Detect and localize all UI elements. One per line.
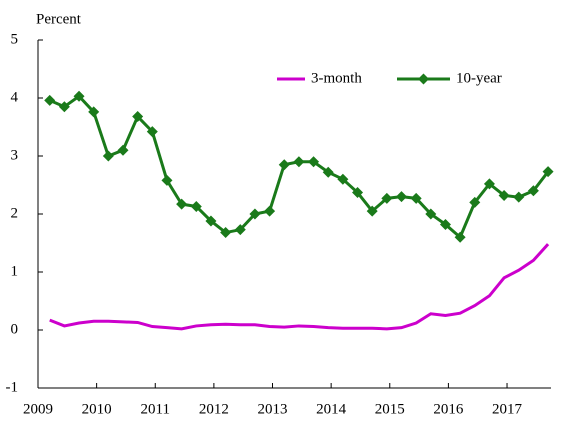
point	[278, 159, 290, 171]
point	[337, 173, 349, 185]
point	[469, 196, 481, 208]
point	[322, 166, 334, 178]
point	[308, 156, 320, 168]
x-tick-label: 2014	[316, 401, 347, 417]
point	[73, 90, 85, 102]
x-tick-label: 2013	[258, 401, 288, 417]
point	[513, 191, 525, 203]
legend-label: 3-month	[311, 70, 362, 86]
point	[264, 205, 276, 217]
x-tick-label: 2017	[492, 401, 523, 417]
y-tick-label: 0	[11, 321, 19, 337]
y-tick-label: -1	[6, 379, 19, 395]
point	[117, 144, 129, 156]
y-axis-label: Percent	[36, 11, 82, 27]
point	[102, 150, 114, 162]
line	[49, 243, 550, 331]
y-tick-label: 5	[11, 31, 19, 47]
point	[527, 185, 539, 197]
point	[58, 101, 70, 113]
y-tick-label: 3	[11, 147, 19, 163]
point	[44, 94, 56, 106]
y-tick-label: 2	[11, 205, 19, 221]
point	[454, 231, 466, 243]
point	[234, 224, 246, 236]
point	[146, 126, 158, 138]
x-tick-label: 2015	[375, 401, 405, 417]
point	[498, 189, 510, 201]
point	[176, 198, 188, 210]
point	[410, 192, 422, 204]
x-tick-label: 2009	[23, 401, 53, 417]
x-tick-label: 2010	[82, 401, 112, 417]
point	[88, 106, 100, 118]
point	[366, 205, 378, 217]
point	[205, 215, 217, 227]
point	[352, 187, 364, 199]
point	[190, 200, 202, 212]
point	[542, 166, 554, 178]
x-tick-label: 2016	[433, 401, 464, 417]
point	[161, 174, 173, 186]
x-tick-label: 2011	[141, 401, 170, 417]
legend-marker	[418, 73, 429, 85]
point	[425, 208, 437, 220]
point	[381, 192, 393, 204]
point	[483, 178, 495, 190]
legend-label: 10-year	[456, 70, 502, 86]
point	[249, 208, 261, 220]
point	[132, 111, 144, 123]
x-tick-label: 2012	[199, 401, 229, 417]
point	[439, 218, 451, 230]
point	[293, 156, 305, 168]
y-tick-label: 4	[11, 89, 19, 105]
point	[220, 227, 232, 239]
point	[395, 191, 407, 203]
y-tick-label: 1	[11, 263, 19, 279]
